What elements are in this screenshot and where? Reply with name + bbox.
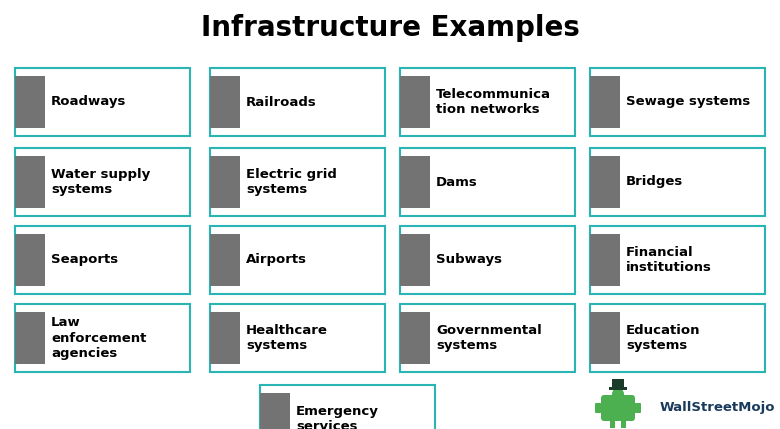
FancyBboxPatch shape (15, 312, 45, 364)
FancyBboxPatch shape (210, 234, 240, 286)
FancyBboxPatch shape (590, 226, 765, 294)
FancyBboxPatch shape (400, 234, 430, 286)
Text: Governmental
systems: Governmental systems (436, 324, 542, 352)
FancyBboxPatch shape (590, 156, 620, 208)
FancyBboxPatch shape (15, 148, 190, 216)
FancyBboxPatch shape (260, 393, 290, 429)
FancyBboxPatch shape (210, 226, 385, 294)
FancyBboxPatch shape (210, 148, 385, 216)
FancyBboxPatch shape (210, 304, 385, 372)
Text: Healthcare
systems: Healthcare systems (246, 324, 328, 352)
FancyBboxPatch shape (590, 234, 620, 286)
FancyBboxPatch shape (210, 76, 240, 128)
FancyBboxPatch shape (15, 226, 190, 294)
FancyBboxPatch shape (15, 68, 190, 136)
Text: Infrastructure Examples: Infrastructure Examples (200, 14, 580, 42)
FancyBboxPatch shape (629, 403, 641, 413)
FancyBboxPatch shape (400, 156, 430, 208)
Text: Dams: Dams (436, 175, 477, 188)
Circle shape (612, 388, 624, 400)
Text: Roadways: Roadways (51, 96, 126, 109)
FancyBboxPatch shape (595, 403, 607, 413)
Text: Seaports: Seaports (51, 254, 118, 266)
Text: Electric grid
systems: Electric grid systems (246, 168, 337, 196)
Text: Sewage systems: Sewage systems (626, 96, 750, 109)
Text: Bridges: Bridges (626, 175, 683, 188)
FancyBboxPatch shape (610, 416, 615, 428)
FancyBboxPatch shape (400, 148, 575, 216)
FancyBboxPatch shape (590, 76, 620, 128)
Text: WallStreetMojo: WallStreetMojo (660, 402, 775, 414)
FancyBboxPatch shape (15, 304, 190, 372)
Text: Emergency
services: Emergency services (296, 405, 379, 429)
FancyBboxPatch shape (590, 304, 765, 372)
FancyBboxPatch shape (400, 226, 575, 294)
FancyBboxPatch shape (590, 148, 765, 216)
Text: Water supply
systems: Water supply systems (51, 168, 151, 196)
FancyBboxPatch shape (609, 387, 627, 390)
Text: Financial
institutions: Financial institutions (626, 246, 712, 274)
FancyBboxPatch shape (590, 68, 765, 136)
FancyBboxPatch shape (400, 312, 430, 364)
FancyBboxPatch shape (612, 379, 624, 387)
Text: Railroads: Railroads (246, 96, 317, 109)
FancyBboxPatch shape (15, 234, 45, 286)
FancyBboxPatch shape (210, 68, 385, 136)
Text: Airports: Airports (246, 254, 307, 266)
Text: Education
systems: Education systems (626, 324, 700, 352)
Text: Subways: Subways (436, 254, 502, 266)
FancyBboxPatch shape (15, 156, 45, 208)
FancyBboxPatch shape (621, 416, 626, 428)
FancyBboxPatch shape (400, 76, 430, 128)
FancyBboxPatch shape (210, 312, 240, 364)
FancyBboxPatch shape (260, 385, 435, 429)
Text: Telecommunica
tion networks: Telecommunica tion networks (436, 88, 551, 116)
FancyBboxPatch shape (210, 156, 240, 208)
FancyBboxPatch shape (400, 304, 575, 372)
FancyBboxPatch shape (15, 76, 45, 128)
FancyBboxPatch shape (400, 68, 575, 136)
FancyBboxPatch shape (601, 395, 635, 421)
Text: Law
enforcement
agencies: Law enforcement agencies (51, 316, 147, 360)
FancyBboxPatch shape (590, 312, 620, 364)
